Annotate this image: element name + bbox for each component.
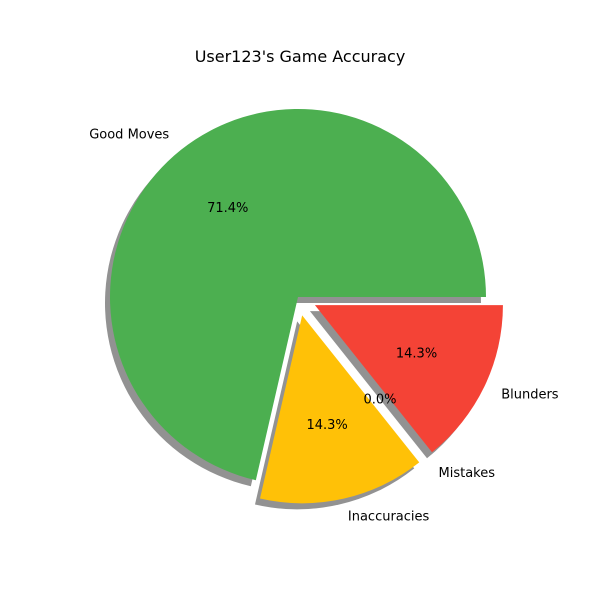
blunders-percent-label: 14.3%: [396, 347, 437, 362]
inaccuracies-label: Inaccuracies: [348, 510, 430, 525]
inaccuracies-slice: [259, 315, 420, 504]
inaccuracies-percent-label: 14.3%: [306, 418, 347, 433]
mistakes-label: Mistakes: [439, 466, 496, 481]
blunders-slice: [314, 305, 503, 453]
mistakes-percent-label: 0.0%: [363, 392, 396, 407]
good-moves-slice: [110, 109, 486, 481]
blunders-label: Blunders: [501, 387, 559, 402]
good-moves-label: Good Moves: [89, 128, 169, 143]
good-moves-percent-label: 71.4%: [207, 201, 248, 216]
chart-title: User123's Game Accuracy: [194, 47, 406, 66]
